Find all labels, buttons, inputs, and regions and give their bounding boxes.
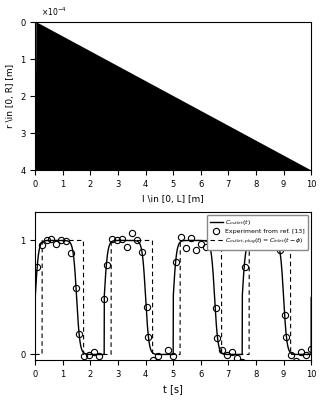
Text: $\times 10^{-4}$: $\times 10^{-4}$: [41, 5, 66, 18]
X-axis label: t [s]: t [s]: [163, 384, 183, 394]
Y-axis label: r \in [0, R] [m]: r \in [0, R] [m]: [5, 64, 14, 128]
Polygon shape: [35, 22, 36, 170]
X-axis label: l \in [0, L] [m]: l \in [0, L] [m]: [142, 195, 204, 204]
Legend: $C_{outlet}(t)$, Experiment from ref. [13], $C_{outlet,plug}(t) = C_{inlet}(t-\p: $C_{outlet}(t)$, Experiment from ref. [1…: [207, 215, 308, 250]
Polygon shape: [35, 22, 311, 170]
